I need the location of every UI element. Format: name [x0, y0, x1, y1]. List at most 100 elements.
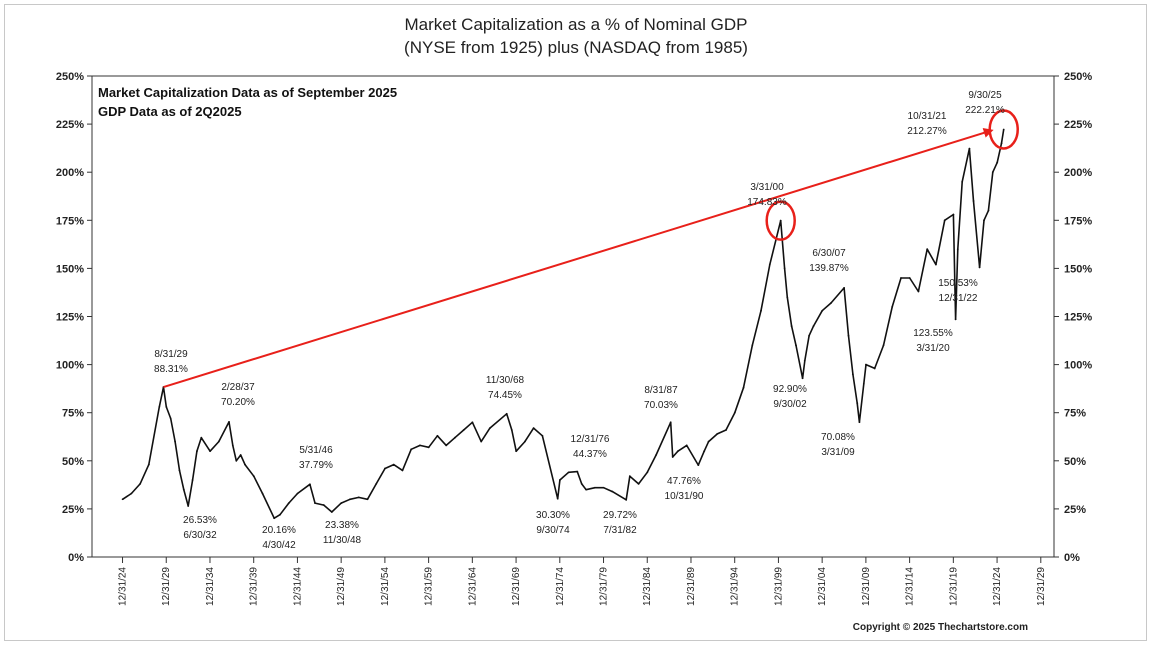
annotation-value: 212.27%	[907, 126, 947, 137]
annotation-date: 8/31/29	[154, 349, 188, 360]
data-point	[191, 479, 194, 481]
x-tick-label: 12/31/14	[905, 567, 916, 606]
data-point	[669, 421, 672, 424]
annotation-date: 12/31/76	[571, 434, 610, 445]
data-point	[851, 373, 854, 376]
annotation-value: 92.90%	[773, 384, 807, 395]
annotation-value: 123.55%	[913, 328, 953, 339]
data-point	[987, 209, 990, 212]
data-point	[956, 248, 959, 251]
data-point	[685, 444, 688, 447]
data-point	[625, 498, 628, 501]
annotation-date: 8/31/87	[644, 385, 678, 396]
data-note-gdp: GDP Data as of 2Q2025	[98, 104, 242, 119]
data-point	[567, 471, 570, 474]
data-point	[716, 432, 719, 435]
x-tick-label: 12/31/34	[205, 567, 216, 606]
data-point	[558, 479, 561, 481]
y-tick-label-right: 50%	[1064, 456, 1086, 468]
data-point	[821, 309, 824, 312]
data-point	[996, 161, 999, 164]
data-point	[261, 492, 264, 495]
annotation-date: 5/31/46	[299, 445, 333, 456]
data-point	[926, 248, 929, 251]
annotation-date: 11/30/48	[323, 535, 362, 546]
data-point	[505, 412, 508, 415]
annotation-value: 23.38%	[325, 520, 359, 531]
data-point	[865, 363, 867, 366]
data-point	[733, 411, 736, 414]
x-tick-label: 12/31/04	[817, 567, 828, 606]
x-tick-label: 12/31/94	[730, 567, 741, 606]
data-point	[1002, 128, 1005, 131]
x-tick-label: 12/31/99	[773, 567, 784, 606]
trend-arrow	[163, 128, 994, 389]
data-point	[978, 266, 981, 269]
x-tick-label: 12/31/24	[992, 567, 1003, 606]
data-point	[611, 490, 614, 493]
x-tick-label: 12/31/19	[948, 567, 959, 606]
annotation-value: 70.08%	[821, 432, 855, 443]
annotation-value: 74.45%	[488, 390, 522, 401]
x-tick-label: 12/31/24	[118, 567, 129, 606]
x-tick-label: 12/31/29	[1036, 567, 1047, 606]
data-point	[751, 344, 754, 347]
annotation-date: 11/30/68	[486, 375, 525, 386]
y-tick-label-left: 200%	[56, 167, 84, 179]
x-tick-label: 12/31/89	[686, 567, 697, 606]
data-point	[231, 444, 234, 447]
data-point	[783, 267, 786, 270]
plot-area	[91, 75, 1055, 558]
y-tick-label-right: 225%	[1064, 119, 1092, 131]
data-point	[182, 488, 185, 491]
annotation-date: 2/28/37	[221, 382, 255, 393]
y-tick-label-right: 200%	[1064, 167, 1092, 179]
data-note-market-cap: Market Capitalization Data as of Septemb…	[98, 85, 397, 100]
annotation-value: 47.76%	[667, 476, 701, 487]
data-point	[532, 427, 535, 429]
y-tick-label-left: 150%	[56, 263, 84, 275]
data-point	[200, 436, 203, 439]
y-tick-label-left: 250%	[56, 71, 84, 83]
annotation-value: 70.20%	[221, 397, 255, 408]
y-tick-label-right: 150%	[1064, 263, 1092, 275]
data-point	[510, 429, 513, 431]
x-tick-label: 12/31/69	[511, 567, 522, 606]
data-point	[801, 377, 804, 380]
data-point	[419, 444, 421, 447]
data-point	[436, 434, 439, 437]
data-point	[862, 382, 865, 385]
data-point	[637, 482, 640, 485]
x-tick-label: 12/31/09	[861, 567, 872, 606]
data-point	[330, 511, 333, 513]
data-point	[410, 448, 413, 451]
y-tick-label-left: 0%	[68, 552, 84, 564]
highlight-circle	[988, 109, 1019, 150]
y-tick-label-right: 25%	[1064, 504, 1086, 516]
data-point	[357, 496, 360, 499]
data-point	[427, 446, 430, 449]
y-tick-label-right: 125%	[1064, 312, 1092, 324]
y-tick-label-right: 100%	[1064, 360, 1092, 372]
data-point	[1000, 142, 1003, 145]
annotation-date: 6/30/07	[812, 248, 846, 259]
data-point	[169, 417, 172, 420]
data-point	[808, 334, 811, 337]
annotation-value: 37.79%	[299, 460, 333, 471]
data-point	[991, 171, 994, 174]
data-point	[703, 450, 706, 453]
x-tick-label: 12/31/29	[161, 567, 172, 606]
data-point	[392, 463, 395, 466]
data-point	[576, 470, 579, 473]
data-point	[858, 421, 861, 424]
data-point	[760, 309, 762, 312]
series-line	[122, 129, 1005, 520]
y-tick-label-right: 175%	[1064, 215, 1092, 227]
highlight-circle	[765, 200, 796, 241]
data-point	[935, 263, 937, 266]
data-point	[856, 402, 859, 404]
y-tick-label-left: 175%	[56, 215, 84, 227]
data-point	[707, 440, 710, 443]
data-point	[401, 469, 404, 472]
